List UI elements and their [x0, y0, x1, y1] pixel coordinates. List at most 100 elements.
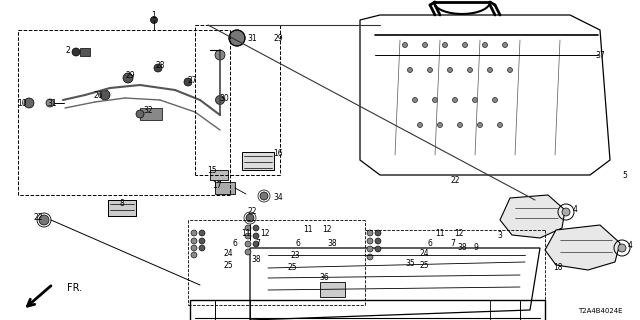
Circle shape [477, 123, 483, 127]
Text: 31: 31 [247, 34, 257, 43]
Text: 10: 10 [17, 99, 27, 108]
Circle shape [562, 208, 570, 216]
Circle shape [367, 230, 373, 236]
Text: 11: 11 [303, 226, 313, 235]
Circle shape [245, 249, 251, 255]
Text: 12: 12 [260, 229, 269, 238]
Circle shape [72, 48, 80, 56]
Text: 38: 38 [457, 244, 467, 252]
Circle shape [184, 78, 192, 86]
Circle shape [452, 98, 458, 102]
Polygon shape [545, 225, 620, 270]
Circle shape [413, 98, 417, 102]
Circle shape [123, 73, 133, 83]
Text: 28: 28 [156, 60, 164, 69]
Circle shape [367, 246, 373, 252]
Circle shape [433, 98, 438, 102]
Circle shape [618, 244, 626, 252]
Circle shape [442, 43, 447, 47]
Circle shape [417, 123, 422, 127]
Circle shape [367, 254, 373, 260]
Circle shape [245, 225, 251, 231]
Circle shape [488, 68, 493, 73]
Text: 25: 25 [287, 262, 297, 271]
Text: 2: 2 [66, 45, 70, 54]
Circle shape [229, 30, 245, 46]
Text: 38: 38 [251, 255, 261, 265]
Text: 31: 31 [47, 99, 57, 108]
Text: 18: 18 [553, 263, 563, 273]
Bar [108, 200, 136, 216]
Text: 4: 4 [628, 241, 632, 250]
Circle shape [199, 245, 205, 251]
Text: 25: 25 [223, 261, 233, 270]
Circle shape [467, 68, 472, 73]
Text: 3: 3 [497, 230, 502, 239]
Text: 22: 22 [451, 175, 460, 185]
Text: 24: 24 [419, 250, 429, 259]
Text: 24: 24 [223, 250, 233, 259]
Text: 15: 15 [207, 165, 217, 174]
Circle shape [497, 123, 502, 127]
Circle shape [191, 252, 197, 258]
Circle shape [502, 43, 508, 47]
Text: 8: 8 [120, 198, 124, 207]
Circle shape [246, 214, 254, 222]
Circle shape [458, 123, 463, 127]
Circle shape [422, 43, 428, 47]
Circle shape [245, 233, 251, 239]
Circle shape [100, 90, 110, 100]
Bar [140, 108, 162, 120]
Text: 38: 38 [327, 239, 337, 249]
Text: 35: 35 [405, 259, 415, 268]
Circle shape [199, 238, 205, 244]
Circle shape [428, 68, 433, 73]
Text: 23: 23 [290, 251, 300, 260]
Text: 6: 6 [232, 239, 237, 249]
Text: 29: 29 [273, 34, 283, 43]
Circle shape [191, 238, 197, 244]
Text: 6: 6 [296, 238, 300, 247]
Text: 30: 30 [219, 93, 229, 102]
Bar [242, 152, 274, 170]
Circle shape [253, 225, 259, 231]
Circle shape [463, 43, 467, 47]
Circle shape [447, 68, 452, 73]
Text: 22: 22 [247, 207, 257, 217]
Circle shape [375, 238, 381, 244]
Text: 29: 29 [125, 70, 135, 79]
Text: 32: 32 [143, 106, 153, 115]
Circle shape [191, 230, 197, 236]
Text: 27: 27 [187, 76, 197, 84]
Circle shape [472, 98, 477, 102]
Circle shape [39, 215, 49, 225]
Circle shape [375, 230, 381, 236]
Text: FR.: FR. [67, 283, 82, 293]
Text: 11: 11 [435, 229, 445, 238]
Text: 7: 7 [451, 239, 456, 249]
Bar [210, 170, 228, 180]
Text: 7: 7 [255, 239, 260, 249]
Text: 34: 34 [273, 194, 283, 203]
Text: 11: 11 [241, 229, 251, 238]
Circle shape [253, 241, 259, 247]
Circle shape [150, 17, 157, 23]
Circle shape [253, 233, 259, 239]
Circle shape [508, 68, 513, 73]
Circle shape [199, 230, 205, 236]
Text: T2A4B4024E: T2A4B4024E [578, 308, 623, 314]
Circle shape [260, 192, 268, 200]
Circle shape [215, 50, 225, 60]
Bar [108, 200, 136, 216]
Circle shape [483, 43, 488, 47]
Circle shape [154, 64, 162, 72]
Circle shape [216, 95, 225, 105]
Circle shape [438, 123, 442, 127]
Text: 37: 37 [595, 51, 605, 60]
Bar [215, 182, 235, 194]
Text: 4: 4 [573, 205, 577, 214]
Text: 12: 12 [454, 229, 464, 238]
Text: 12: 12 [323, 226, 332, 235]
Bar [80, 48, 90, 56]
Polygon shape [500, 195, 565, 238]
